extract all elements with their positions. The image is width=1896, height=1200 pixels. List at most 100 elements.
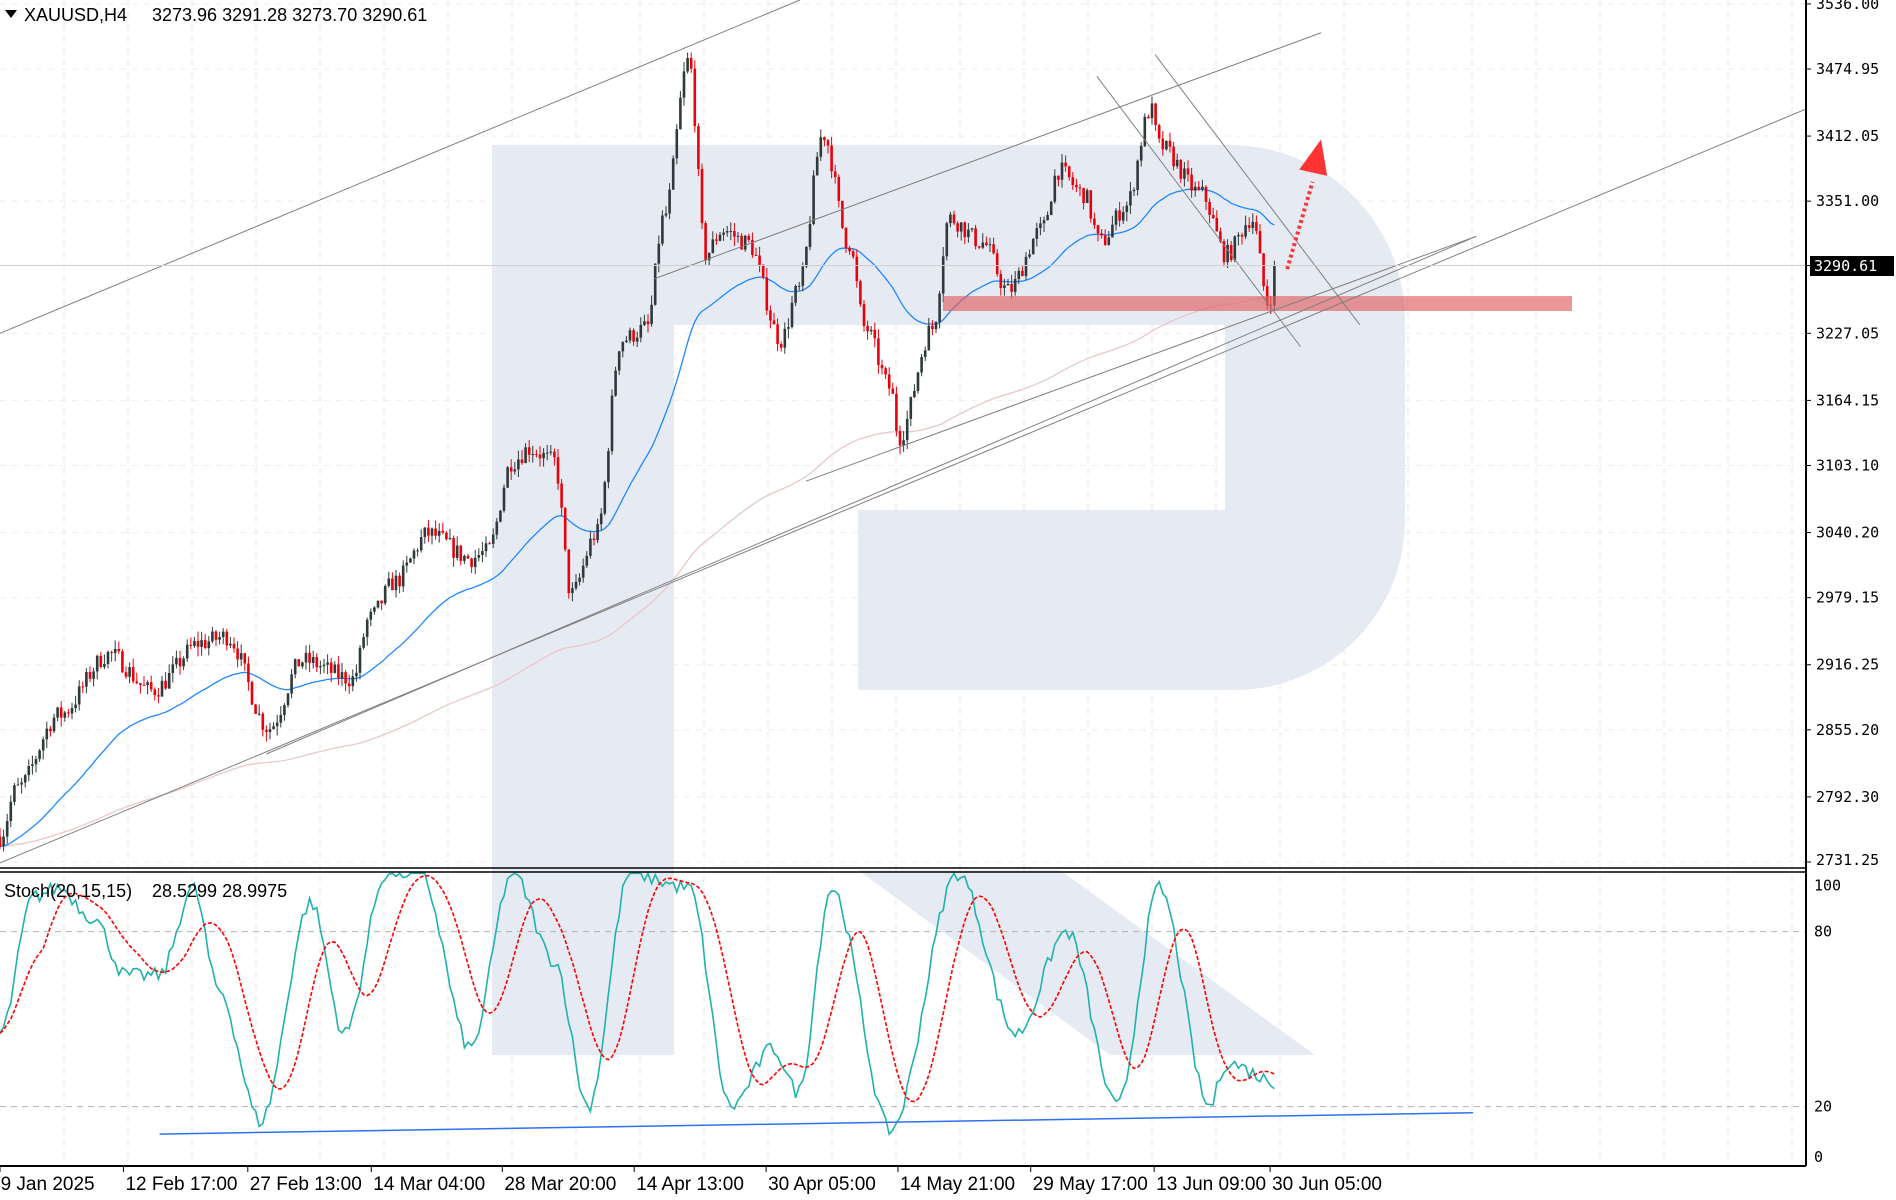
candle-bull <box>585 555 589 566</box>
candle-bull <box>326 662 329 665</box>
candle-bear <box>153 689 157 696</box>
candle-bull <box>725 231 729 233</box>
candle-bear <box>952 214 956 224</box>
candle-bear <box>459 545 463 561</box>
candle-bear <box>1208 201 1211 215</box>
candle-bull <box>279 715 283 723</box>
candle-bear <box>740 235 743 250</box>
candle-bear <box>1021 270 1024 277</box>
candle-bull <box>74 704 77 709</box>
candle-bear <box>632 330 635 342</box>
candle-bull <box>920 357 923 373</box>
candle-bear <box>693 68 697 127</box>
candle-bear <box>999 274 1003 288</box>
candle-bull <box>531 454 535 456</box>
candle-bull <box>405 562 409 566</box>
price-tick-label: 3474.95 <box>1816 60 1879 78</box>
candle-bull <box>657 243 661 264</box>
candle-bear <box>992 244 995 254</box>
candle-bull <box>668 189 671 214</box>
candle-bull <box>599 513 603 525</box>
candle-bull <box>686 58 689 72</box>
price-tick-label: 2979.15 <box>1816 589 1879 607</box>
candle-bear <box>765 277 769 311</box>
stoch-tick-label: 80 <box>1814 923 1832 941</box>
candle-bear <box>877 338 880 366</box>
candle-bear <box>488 543 491 545</box>
candle-bear <box>49 728 52 732</box>
candle-bear <box>441 530 445 533</box>
candle-bear <box>1204 186 1208 202</box>
candle-bull <box>578 577 581 582</box>
candle-bear <box>1179 159 1183 179</box>
candle-bear <box>563 507 567 550</box>
candle-bull <box>1143 116 1147 146</box>
candle-bear <box>308 652 311 663</box>
candle-bull <box>340 672 344 679</box>
candle-bull <box>815 156 819 176</box>
candle-bear <box>769 310 772 321</box>
candle-bull <box>283 705 286 716</box>
trend-lines[interactable] <box>0 0 1807 864</box>
candle-bull <box>20 782 23 785</box>
candle-bull <box>1165 140 1168 150</box>
candle-bear <box>0 836 2 847</box>
candle-bull <box>481 551 484 555</box>
candle-bear <box>567 549 571 594</box>
candle-bull <box>34 759 38 765</box>
candle-bear <box>1147 116 1150 119</box>
candle-bull <box>671 158 675 190</box>
candle-bear <box>841 200 844 228</box>
candle-bull <box>239 653 243 660</box>
candle-bear <box>157 695 160 697</box>
candle-bear <box>1154 103 1157 126</box>
candle-bull <box>23 775 27 783</box>
candle-bull <box>722 232 725 235</box>
candle-bull <box>1107 237 1111 245</box>
candle-bull <box>574 581 578 589</box>
candle-bull <box>621 342 625 352</box>
candle-bull <box>988 244 992 246</box>
candle-bull <box>517 459 520 470</box>
candle-bull <box>1121 212 1125 221</box>
candle-bear <box>178 657 182 667</box>
candle-bull <box>41 739 45 751</box>
collapse-triangle-icon[interactable] <box>5 10 17 18</box>
candle-bull <box>614 370 617 396</box>
candle-bull <box>1049 201 1053 215</box>
candle-bull <box>905 418 909 441</box>
candle-bull <box>1024 256 1028 277</box>
candle-bull <box>229 643 232 646</box>
candle-bear <box>977 246 981 248</box>
candle-bull <box>783 328 787 348</box>
time-tick-label: 30 Apr 05:00 <box>768 1174 876 1195</box>
watermark-logo <box>492 145 1405 1055</box>
candle-bull <box>1226 244 1229 263</box>
candle-bull <box>625 340 628 343</box>
candle-bull <box>869 329 873 332</box>
stoch-d-line <box>0 874 1275 1103</box>
candle-bear <box>135 681 139 684</box>
candle-bull <box>1053 175 1057 202</box>
candle-bear <box>1057 175 1060 180</box>
candle-bull <box>369 611 373 620</box>
candle-bull <box>607 451 610 483</box>
candle-bull <box>70 708 74 714</box>
candle-bull <box>45 728 49 740</box>
candle-bear <box>347 683 351 687</box>
candle-bear <box>1229 244 1233 260</box>
candle-bull <box>635 337 639 342</box>
candle-bull <box>394 575 398 591</box>
candle-bull <box>409 558 412 563</box>
candle-bear <box>1186 168 1190 175</box>
current-price-label: 3290.61 <box>1814 257 1877 275</box>
candle-bull <box>502 487 506 511</box>
candle-bear <box>985 242 988 246</box>
candle-bear <box>1100 233 1103 236</box>
candle-bear <box>754 255 758 257</box>
candle-bull <box>77 686 81 705</box>
candle-bear <box>261 713 265 730</box>
candle-bull <box>365 619 369 638</box>
candle-bear <box>466 555 470 559</box>
